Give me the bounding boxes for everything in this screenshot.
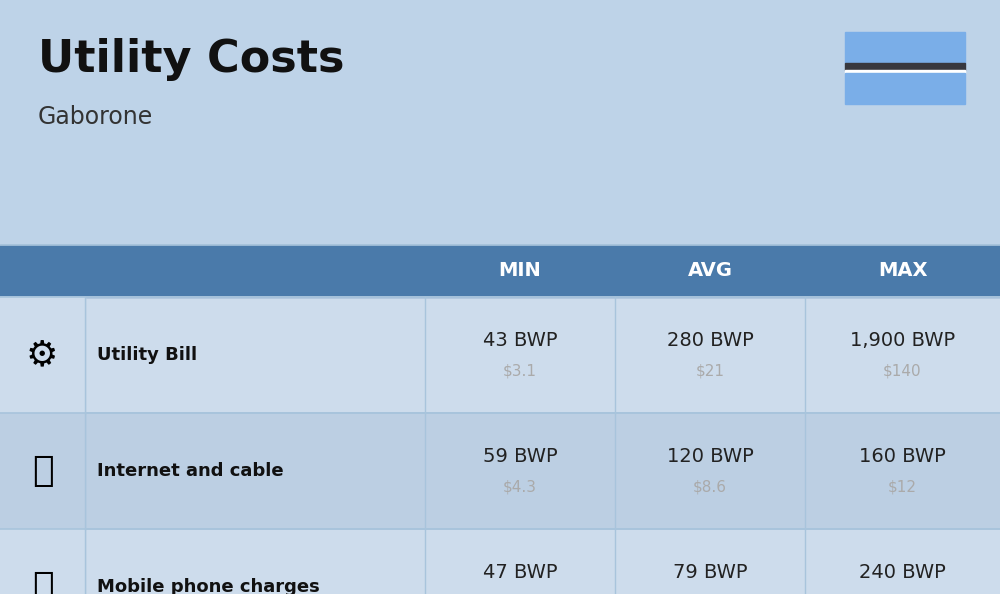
Text: 📡: 📡 xyxy=(32,454,53,488)
Bar xyxy=(845,63,965,70)
Bar xyxy=(0,529,85,594)
Text: $12: $12 xyxy=(888,479,917,494)
Text: Utility Costs: Utility Costs xyxy=(38,38,344,81)
Text: 📶
🖥: 📶 🖥 xyxy=(36,450,49,492)
Text: 280 BWP: 280 BWP xyxy=(667,331,753,350)
Text: 240 BWP: 240 BWP xyxy=(859,564,946,583)
Text: 43 BWP: 43 BWP xyxy=(483,331,557,350)
Text: Internet and cable: Internet and cable xyxy=(97,462,284,480)
Text: ⚙️: ⚙️ xyxy=(26,338,59,372)
Text: AVG: AVG xyxy=(688,261,732,280)
Text: Mobile phone charges: Mobile phone charges xyxy=(97,578,320,594)
Text: $4.3: $4.3 xyxy=(503,479,537,494)
Text: 47 BWP: 47 BWP xyxy=(483,564,557,583)
Text: 🔧
⚡: 🔧 ⚡ xyxy=(35,333,50,377)
Bar xyxy=(0,529,1000,594)
Text: $8.6: $8.6 xyxy=(693,479,727,494)
Bar xyxy=(0,297,85,413)
Bar xyxy=(845,73,965,104)
Text: MAX: MAX xyxy=(878,261,927,280)
Text: 59 BWP: 59 BWP xyxy=(483,447,557,466)
Bar xyxy=(0,413,85,529)
Text: Utility Bill: Utility Bill xyxy=(97,346,197,364)
Text: 📱: 📱 xyxy=(32,570,53,594)
Bar xyxy=(845,70,965,73)
Text: MIN: MIN xyxy=(499,261,541,280)
Text: $3.1: $3.1 xyxy=(503,364,537,378)
Bar xyxy=(845,32,965,63)
Bar xyxy=(0,413,1000,529)
Text: $140: $140 xyxy=(883,364,922,378)
Bar xyxy=(0,297,1000,413)
Text: Gaborone: Gaborone xyxy=(38,105,153,129)
Text: 📱: 📱 xyxy=(33,573,52,594)
Bar xyxy=(0,245,1000,297)
Text: 1,900 BWP: 1,900 BWP xyxy=(850,331,955,350)
Text: 160 BWP: 160 BWP xyxy=(859,447,946,466)
Text: $21: $21 xyxy=(696,364,724,378)
Text: 120 BWP: 120 BWP xyxy=(667,447,753,466)
Text: 79 BWP: 79 BWP xyxy=(673,564,747,583)
